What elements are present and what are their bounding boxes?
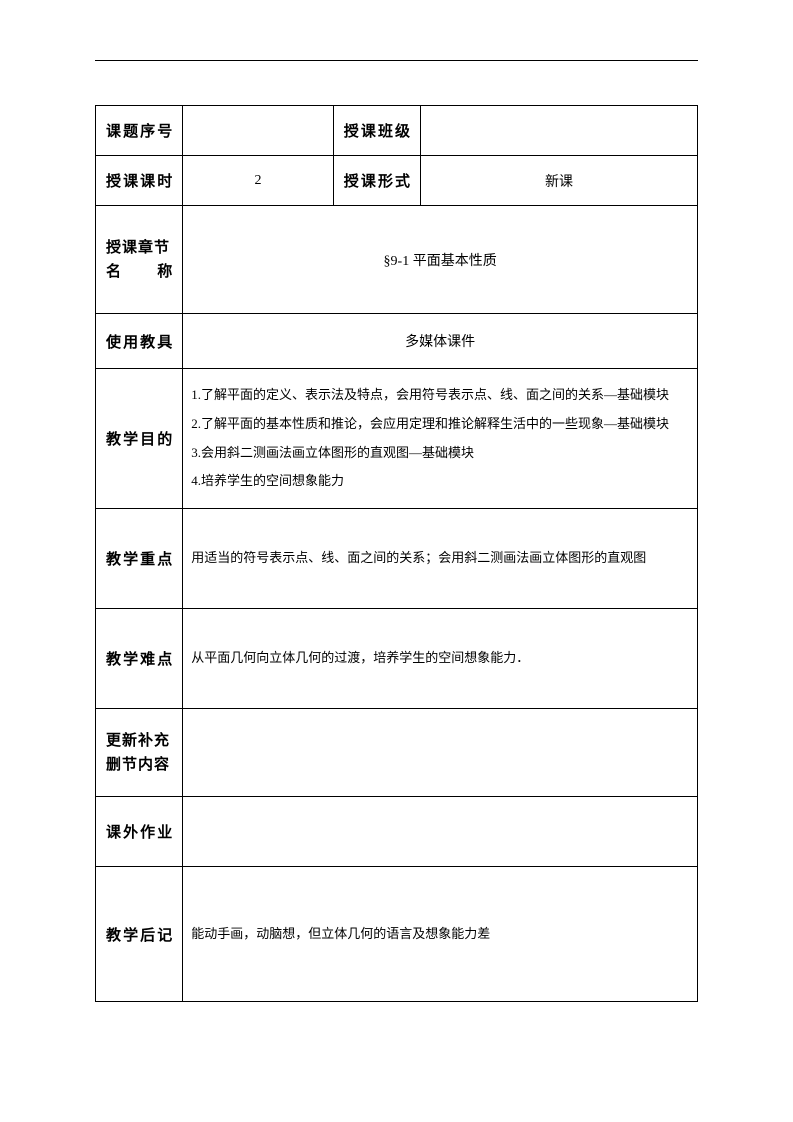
value-notes: 能动手画，动脑想，但立体几何的语言及想象能力差 — [183, 867, 698, 1002]
table-row: 教学后记 能动手画，动脑想，但立体几何的语言及想象能力差 — [96, 867, 698, 1002]
lesson-plan-table: 课题序号 授课班级 授课课时 2 授课形式 新课 授课章节 名称 §9-1 平面… — [95, 105, 698, 1002]
label-notes: 教学后记 — [96, 867, 183, 1002]
value-focus: 用适当的符号表示点、线、面之间的关系；会用斜二测画法画立体图形的直观图 — [183, 509, 698, 609]
value-goals: 1.了解平面的定义、表示法及特点，会用符号表示点、线、面之间的关系—基础模块 2… — [183, 369, 698, 509]
label-class: 授课班级 — [333, 106, 420, 156]
table-row: 授课章节 名称 §9-1 平面基本性质 — [96, 206, 698, 314]
label-goals: 教学目的 — [96, 369, 183, 509]
table-row: 教学难点 从平面几何向立体几何的过渡，培养学生的空间想象能力． — [96, 609, 698, 709]
label-homework: 课外作业 — [96, 797, 183, 867]
value-tools: 多媒体课件 — [183, 314, 698, 369]
label-chapter-line1: 授课章节 — [106, 236, 172, 260]
label-chapter-line2: 名称 — [106, 260, 172, 284]
label-tools: 使用教具 — [96, 314, 183, 369]
label-update: 更新补充 删节内容 — [96, 709, 183, 797]
table-row: 课题序号 授课班级 — [96, 106, 698, 156]
label-chapter: 授课章节 名称 — [96, 206, 183, 314]
label-topic-number: 课题序号 — [96, 106, 183, 156]
table-row: 更新补充 删节内容 — [96, 709, 698, 797]
table-row: 教学目的 1.了解平面的定义、表示法及特点，会用符号表示点、线、面之间的关系—基… — [96, 369, 698, 509]
label-update-line1: 更新补充 — [106, 729, 172, 753]
value-class — [421, 106, 698, 156]
value-update — [183, 709, 698, 797]
value-chapter: §9-1 平面基本性质 — [183, 206, 698, 314]
value-homework — [183, 797, 698, 867]
table-row: 使用教具 多媒体课件 — [96, 314, 698, 369]
value-topic-number — [183, 106, 334, 156]
table-row: 课外作业 — [96, 797, 698, 867]
label-hours: 授课课时 — [96, 156, 183, 206]
table-row: 教学重点 用适当的符号表示点、线、面之间的关系；会用斜二测画法画立体图形的直观图 — [96, 509, 698, 609]
value-form: 新课 — [421, 156, 698, 206]
label-difficulty: 教学难点 — [96, 609, 183, 709]
label-update-line2: 删节内容 — [106, 753, 172, 777]
label-form: 授课形式 — [333, 156, 420, 206]
value-hours: 2 — [183, 156, 334, 206]
value-difficulty: 从平面几何向立体几何的过渡，培养学生的空间想象能力． — [183, 609, 698, 709]
goal-item: 3.会用斜二测画法画立体图形的直观图—基础模块 — [191, 439, 689, 468]
label-focus: 教学重点 — [96, 509, 183, 609]
table-row: 授课课时 2 授课形式 新课 — [96, 156, 698, 206]
goal-item: 2.了解平面的基本性质和推论，会应用定理和推论解释生活中的一些现象—基础模块 — [191, 410, 689, 439]
goal-item: 1.了解平面的定义、表示法及特点，会用符号表示点、线、面之间的关系—基础模块 — [191, 381, 689, 410]
header-divider — [95, 60, 698, 61]
goal-item: 4.培养学生的空间想象能力 — [191, 467, 689, 496]
